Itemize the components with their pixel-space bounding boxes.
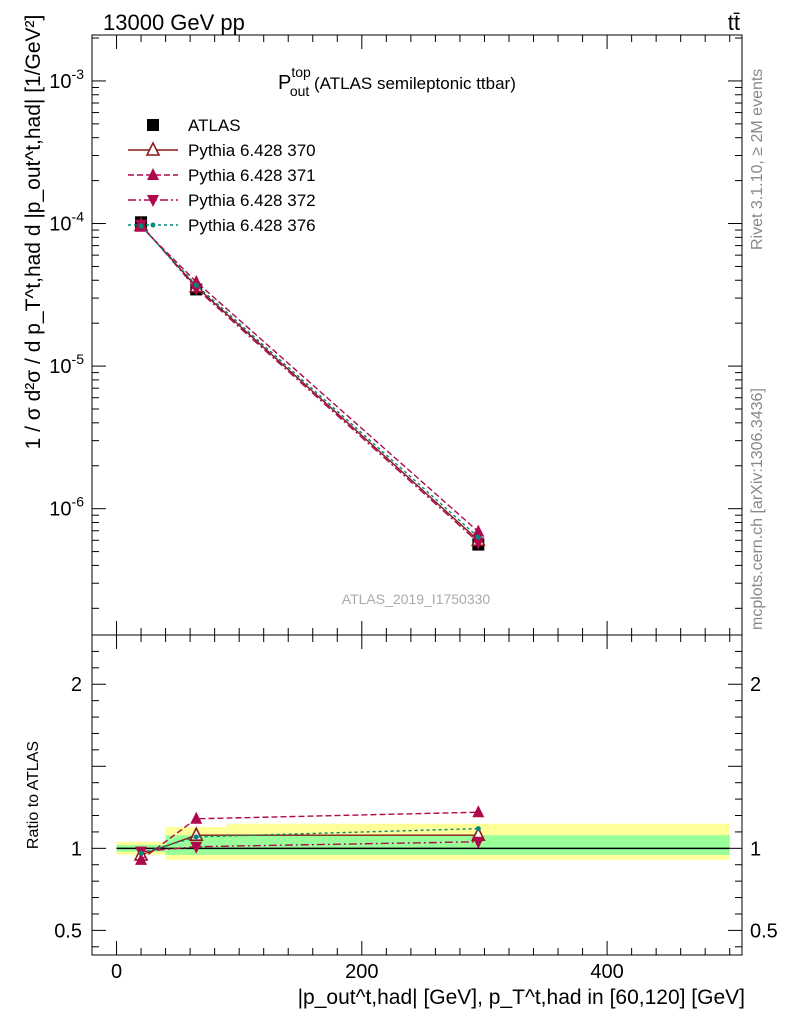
x-tick-label: 200 — [345, 961, 378, 983]
ratio-panel: 0 200 400 2 2 1 1 0.5 0.5 — [54, 634, 778, 983]
y-tick-label-base: 10 — [49, 214, 71, 236]
mcplots-label: mcplots.cern.ch [arXiv:1306.3436] — [749, 388, 766, 630]
ratio-point-2-1 — [190, 811, 203, 824]
legend-marker-1 — [145, 141, 161, 156]
plot-title: Ptop out (ATLAS semileptonic ttbar) — [278, 64, 516, 99]
plot-title-sup: top — [291, 64, 311, 80]
legend-marker-3 — [147, 195, 159, 207]
analysis-watermark: ATLAS_2019_I1750330 — [342, 591, 491, 607]
ratio-point-3-2 — [472, 836, 485, 849]
y-tick-label-base: 10 — [49, 356, 71, 378]
ratio-y-tick-label: 0.5 — [750, 920, 778, 942]
process-label: tt̄ — [728, 10, 740, 35]
legend-label-1: Pythia 6.428 370 — [188, 141, 316, 160]
ratio-y-tick-label: 2 — [71, 674, 82, 696]
x-tick-label: 0 — [111, 961, 122, 983]
y-tick-label-exp: -4 — [72, 209, 85, 225]
y-tick-label-base: 10 — [49, 71, 71, 93]
rivet-label: Rivet 3.1.10, ≥ 2M events — [749, 69, 766, 250]
point-3-2 — [472, 537, 485, 550]
ratio-point-2-2 — [472, 805, 485, 818]
ratio-y-tick-label: 1 — [750, 838, 761, 860]
plot-title-sub: out — [290, 83, 310, 99]
legend-label-0: ATLAS — [188, 116, 241, 135]
ratio-y-axis-label: Ratio to ATLAS — [25, 741, 42, 849]
beam-label: 13000 GeV pp — [103, 10, 245, 35]
ratio-point-4-2 — [475, 826, 481, 832]
y-axis-label: 1 / σ d²σ / d p_T^t,had d |p_out^t,had| … — [22, 15, 45, 450]
y-tick-label: 10-3 — [49, 66, 84, 93]
ratio-line-4 — [140, 827, 479, 854]
ratio-point-2-0 — [135, 852, 148, 865]
legend-marker-4 — [150, 222, 156, 228]
y-tick-label: 10-5 — [49, 351, 84, 378]
ratio-point-4-0 — [138, 850, 144, 856]
ratio-y-tick-label: 0.5 — [54, 920, 82, 942]
legend-marker-0 — [147, 119, 159, 131]
y-tick-label-exp: -6 — [72, 494, 85, 510]
point-4-1 — [193, 282, 199, 288]
y-tick-label: 10-4 — [49, 209, 84, 236]
ratio-point-4-1 — [193, 834, 199, 840]
legend-label-3: Pythia 6.428 372 — [188, 191, 316, 210]
legend-label-2: Pythia 6.428 371 — [188, 166, 316, 185]
y-tick-label-exp: -5 — [72, 351, 85, 367]
point-4-2 — [475, 534, 481, 540]
legend-marker-2 — [147, 168, 159, 180]
y-tick-label-exp: -3 — [72, 66, 85, 82]
ratio-point-3-1 — [190, 841, 203, 854]
point-4-0 — [138, 223, 144, 229]
point-2-2 — [472, 524, 485, 537]
y-tick-label-base: 10 — [49, 499, 71, 521]
y-tick-label: 10-6 — [49, 494, 84, 521]
x-axis-label: |p_out^t,had| [GeV], p_T^t,had in [60,12… — [298, 986, 745, 1009]
ratio-y-tick-label: 1 — [71, 838, 82, 860]
point-3-1 — [190, 283, 203, 296]
plot-title-rest: (ATLAS semileptonic ttbar) — [309, 74, 516, 93]
ratio-frame — [91, 634, 743, 956]
plot-title-main: P — [278, 72, 291, 94]
x-tick-label: 400 — [590, 961, 623, 983]
series-line-2 — [140, 226, 479, 533]
ratio-y-tick-label: 2 — [750, 674, 761, 696]
legend-label-4: Pythia 6.428 376 — [188, 216, 316, 235]
